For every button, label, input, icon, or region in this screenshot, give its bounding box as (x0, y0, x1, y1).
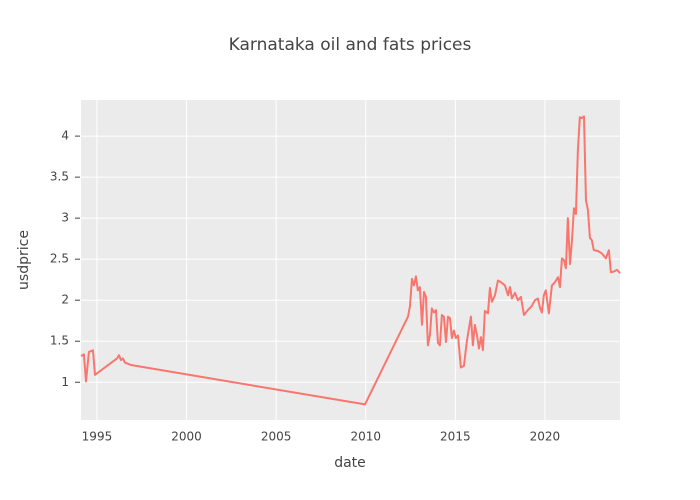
x-tick-label: 1995 (82, 430, 113, 444)
x-tick-label: 2000 (171, 430, 202, 444)
marks (80, 115, 621, 406)
plot-area (81, 100, 620, 420)
y-tick-label: 3.5 (50, 170, 69, 184)
price-line (80, 115, 621, 406)
y-tick-label: 2 (61, 293, 69, 307)
y-tick-label: 4 (61, 129, 69, 143)
y-tick-label: 3 (61, 211, 69, 225)
y-tick-label: 1 (61, 375, 69, 389)
x-tick-label: 2020 (530, 430, 561, 444)
grid (81, 100, 620, 420)
x-tick-label: 2015 (440, 430, 471, 444)
x-axis-title: date (334, 455, 366, 471)
x-tick-label: 2005 (261, 430, 292, 444)
y-axis-title: usdprice (16, 230, 32, 290)
y-tick-label: 2.5 (50, 252, 69, 266)
x-tick-label: 2010 (350, 430, 381, 444)
y-tick-label: 1.5 (50, 334, 69, 348)
chart-title: Karnataka oil and fats prices (229, 35, 472, 55)
